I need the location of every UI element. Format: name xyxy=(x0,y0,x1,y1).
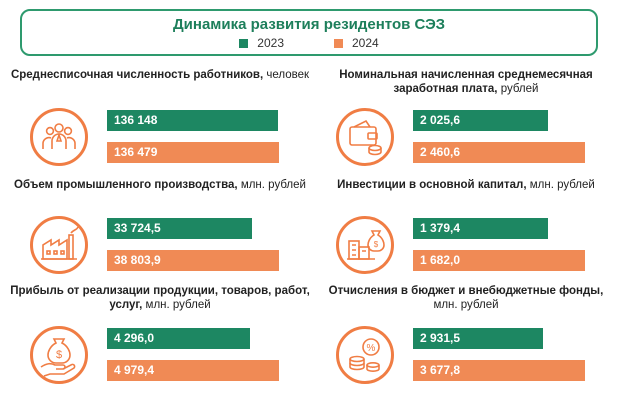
legend: 2023 2024 xyxy=(22,36,596,50)
panel-title: Прибыль от реализации продукции, товаров… xyxy=(10,285,310,311)
svg-text:%: % xyxy=(367,343,376,354)
panel-title: Номинальная начисленная среднемесячная з… xyxy=(339,69,593,95)
bar-2023: 136 148 xyxy=(107,110,279,131)
panel-unit: рублей xyxy=(497,83,539,95)
panel-caption: Номинальная начисленная среднемесячная з… xyxy=(316,68,616,96)
bar-value-label-2024: 2 460,6 xyxy=(420,145,461,159)
buildings-money-bag-icon: $ xyxy=(336,216,394,274)
chart-header: Динамика развития резидентов СЭЗ 2023 20… xyxy=(20,9,598,56)
panel-title: Объем промышленного производства, xyxy=(14,179,238,191)
panel-title: Отчисления в бюджет и внебюджетные фонды… xyxy=(328,285,604,297)
panel-unit: млн. рублей xyxy=(433,299,499,311)
panel-caption: Объем промышленного производства, млн. р… xyxy=(10,178,310,192)
factory-icon xyxy=(30,216,88,274)
panel-4: Инвестиции в основной капитал, млн. рубл… xyxy=(316,178,616,290)
bar-value-label-2024: 136 479 xyxy=(114,145,158,159)
chart-title: Динамика развития резидентов СЭЗ xyxy=(172,16,446,33)
panel-unit: млн. рублей xyxy=(237,179,306,191)
panel-caption: Отчисления в бюджет и внебюджетные фонды… xyxy=(316,284,616,312)
bar-value-label-2023: 4 296,0 xyxy=(114,331,155,345)
panel-caption: Инвестиции в основной капитал, млн. рубл… xyxy=(316,178,616,192)
people-icon xyxy=(30,108,88,166)
bar-value-label-2023: 136 148 xyxy=(114,113,158,127)
panel-6: Отчисления в бюджет и внебюджетные фонды… xyxy=(316,284,616,396)
legend-item-2023: 2023 xyxy=(239,36,284,50)
panel-unit: человек xyxy=(263,69,310,81)
bar-2023: 2 025,6 xyxy=(413,110,549,131)
bar-value-label-2024: 4 979,4 xyxy=(114,363,155,377)
percent-coins-icon: % xyxy=(336,326,394,384)
bar-value-label-2024: 3 677,8 xyxy=(420,363,461,377)
panel-unit: млн. рублей xyxy=(526,179,595,191)
bar-value-label-2024: 1 682,0 xyxy=(420,253,461,267)
bar-value-label-2023: 33 724,5 xyxy=(114,221,161,235)
legend-label-2023: 2023 xyxy=(257,36,284,50)
bar-value-label-2023: 2 931,5 xyxy=(420,331,461,345)
bar-2023: 33 724,5 xyxy=(107,218,252,239)
bar-value-label-2024: 38 803,9 xyxy=(114,253,161,267)
bar-2024: 38 803,9 xyxy=(107,250,279,271)
svg-text:$: $ xyxy=(56,349,62,361)
bar-2024: 1 682,0 xyxy=(413,250,585,271)
bar-2024: 136 479 xyxy=(107,142,279,163)
panel-1: Среднесписочная численность работников, … xyxy=(10,68,310,180)
panel-caption: Прибыль от реализации продукции, товаров… xyxy=(10,284,310,312)
legend-swatch-2024 xyxy=(334,38,343,48)
panel-3: Объем промышленного производства, млн. р… xyxy=(10,178,310,290)
panel-5: Прибыль от реализации продукции, товаров… xyxy=(10,284,310,396)
bar-2023: 2 931,5 xyxy=(413,328,543,349)
bar-value-label-2023: 1 379,4 xyxy=(420,221,461,235)
legend-label-2024: 2024 xyxy=(352,36,379,50)
bar-2023: 4 296,0 xyxy=(107,328,251,349)
panel-unit: млн. рублей xyxy=(142,299,211,311)
panel-title: Инвестиции в основной капитал, xyxy=(337,179,527,191)
hand-money-bag-icon: $ xyxy=(30,326,88,384)
bar-2024: 3 677,8 xyxy=(413,360,585,381)
svg-text:$: $ xyxy=(374,240,379,249)
panel-2: Номинальная начисленная среднемесячная з… xyxy=(316,68,616,180)
wallet-coins-icon xyxy=(336,108,394,166)
bar-2024: 4 979,4 xyxy=(107,360,279,381)
legend-item-2024: 2024 xyxy=(334,36,379,50)
panel-title: Среднесписочная численность работников, xyxy=(10,69,264,81)
bar-2024: 2 460,6 xyxy=(413,142,585,163)
legend-swatch-2023 xyxy=(239,38,249,48)
bar-2023: 1 379,4 xyxy=(413,218,548,239)
panel-caption: Среднесписочная численность работников, … xyxy=(10,68,310,82)
bar-value-label-2023: 2 025,6 xyxy=(420,113,461,127)
